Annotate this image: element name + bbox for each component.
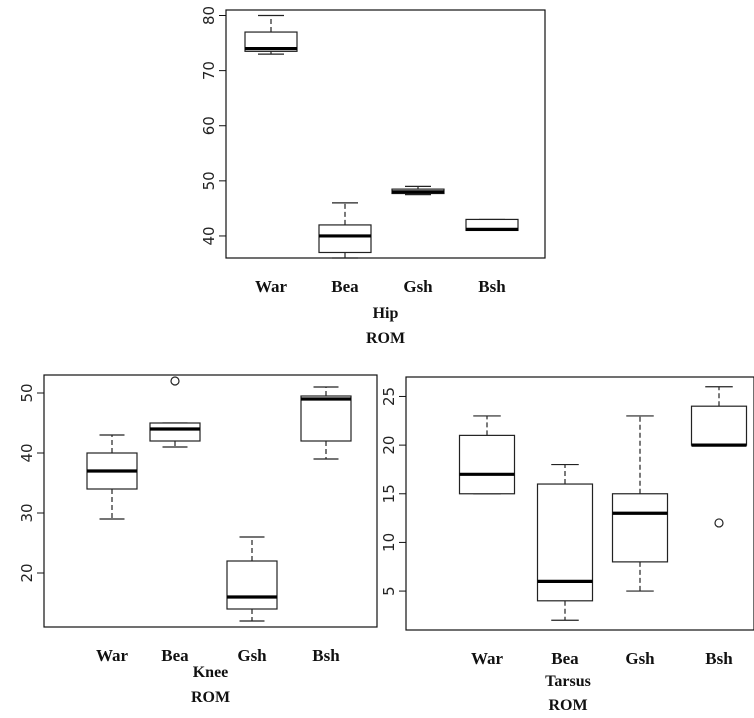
y-tick-label: 40 — [200, 226, 218, 245]
hip-rom-panel: 40 50 60 70 80 War Bea Gsh Bsh Hip ROM — [200, 6, 546, 347]
y-tick-label: 80 — [200, 6, 218, 25]
category-label: War — [471, 649, 504, 668]
box — [690, 405, 748, 446]
y-tick-label: 20 — [380, 436, 398, 455]
category-label: Bea — [551, 649, 579, 668]
y-tick-label: 60 — [200, 116, 218, 135]
x-axis-label: ROM — [191, 689, 230, 706]
y-tick-label: 70 — [200, 61, 218, 80]
y-tick-label: 25 — [380, 387, 398, 406]
box — [536, 483, 594, 602]
category-label: Gsh — [237, 646, 267, 665]
plot-frame — [405, 376, 754, 631]
box — [318, 224, 372, 254]
category-label: Bsh — [312, 646, 340, 665]
category-label: Bea — [161, 646, 189, 665]
box — [226, 560, 278, 610]
knee-rom-panel: 20 30 40 50 War Bea Gsh Bsh Knee ROM — [18, 374, 378, 706]
box — [300, 395, 352, 442]
box — [458, 434, 516, 495]
outlier-point — [170, 376, 180, 386]
x-axis-label: Tarsus — [545, 673, 591, 690]
x-axis-label: Knee — [193, 664, 229, 681]
plot-frame — [43, 374, 378, 628]
y-tick-label: 20 — [18, 563, 36, 582]
category-label: Gsh — [403, 277, 433, 296]
y-tick-label: 50 — [200, 171, 218, 190]
plot-frame — [225, 9, 546, 259]
y-tick-label: 15 — [380, 484, 398, 503]
category-label: Gsh — [625, 649, 655, 668]
category-label: War — [96, 646, 129, 665]
y-tick-label: 5 — [380, 586, 398, 596]
x-axis-label: ROM — [548, 697, 587, 714]
y-tick-label: 10 — [380, 533, 398, 552]
box — [244, 31, 298, 52]
box — [149, 422, 201, 442]
category-label: Bea — [331, 277, 359, 296]
y-tick-label: 40 — [18, 443, 36, 462]
y-tick-label: 50 — [18, 383, 36, 402]
box — [611, 493, 669, 563]
tarsus-rom-panel: 5 10 15 20 25 War Bea Gsh Bsh Tarsus ROM — [380, 376, 754, 714]
category-label: War — [255, 277, 288, 296]
outlier-point — [714, 518, 724, 528]
y-tick-label: 30 — [18, 503, 36, 522]
category-label: Bsh — [705, 649, 733, 668]
x-axis-label: ROM — [366, 330, 405, 347]
x-axis-label: Hip — [373, 305, 399, 322]
category-label: Bsh — [478, 277, 506, 296]
